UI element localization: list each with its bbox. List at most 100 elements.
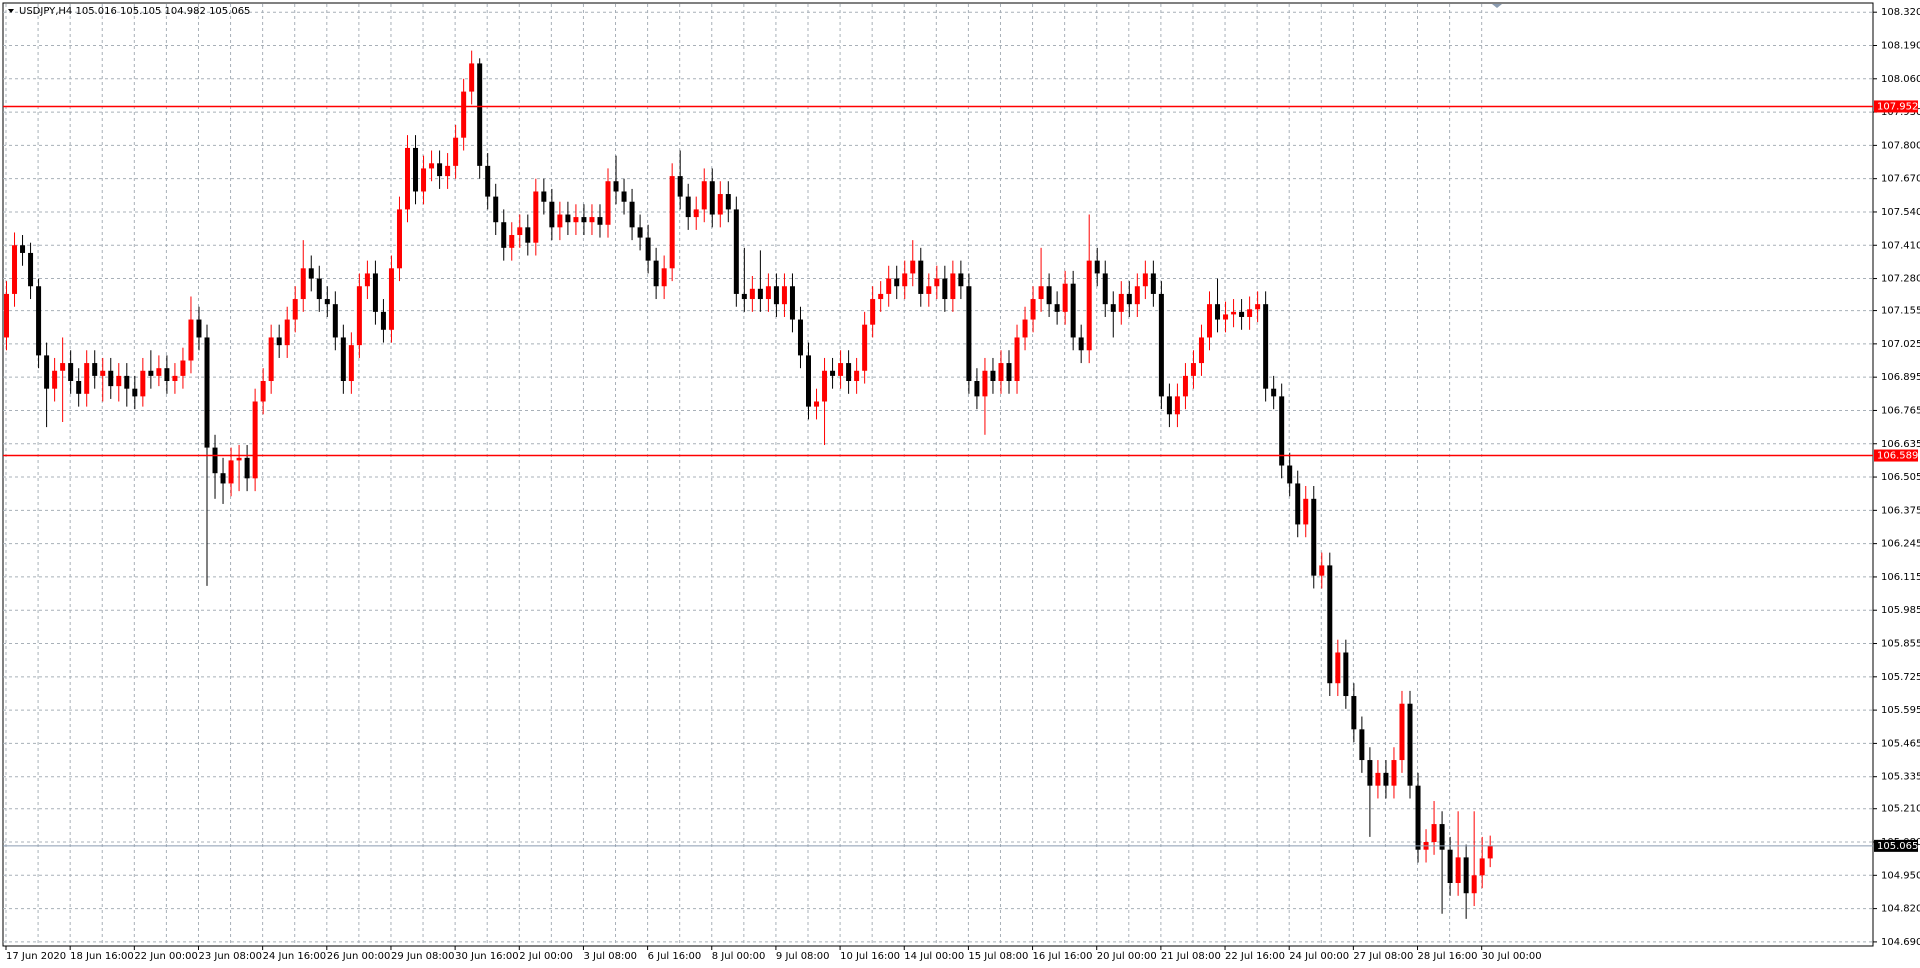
candle-body [870, 299, 876, 325]
candle-body [557, 214, 563, 228]
candle-body [260, 381, 266, 402]
candle-body [597, 217, 603, 225]
y-tick-label: 104.690 [1881, 937, 1920, 948]
candle-body [164, 368, 170, 382]
y-tick-label: 104.820 [1881, 904, 1920, 915]
x-tick-label: 20 Jul 00:00 [1097, 951, 1157, 962]
x-tick-label: 3 Jul 08:00 [583, 951, 637, 962]
x-tick-label: 6 Jul 16:00 [648, 951, 702, 962]
shift-marker [1492, 4, 1502, 8]
candle-body [1255, 304, 1261, 310]
candle-body [1110, 304, 1116, 312]
candle-body [1046, 286, 1052, 305]
candle-body [910, 260, 916, 274]
x-tick-label: 15 Jul 08:00 [968, 951, 1028, 962]
candle-body [413, 147, 419, 192]
candle-body [878, 293, 884, 300]
x-tick-label: 9 Jul 08:00 [776, 951, 830, 962]
candle-body [814, 401, 820, 407]
candle-body [1190, 363, 1196, 376]
candle-body [1431, 824, 1437, 843]
y-tick-label: 106.505 [1881, 472, 1920, 483]
candle-body [268, 337, 274, 382]
candle-body [1391, 760, 1397, 786]
candle-body [1295, 483, 1301, 525]
candle-body [886, 278, 892, 294]
candle-body [1215, 304, 1221, 320]
candle-body [1439, 824, 1445, 850]
candle-body [517, 227, 523, 236]
candle-body [1102, 273, 1108, 305]
candle-body [220, 473, 226, 484]
candle-body [1247, 309, 1253, 317]
candle-body [196, 319, 202, 338]
candle-body [653, 260, 659, 287]
candle-body [4, 293, 9, 338]
y-tick-label: 107.025 [1881, 339, 1920, 350]
price-label-box [1874, 839, 1918, 852]
candle-body [445, 165, 451, 177]
candle-body [509, 235, 515, 248]
x-tick-label: 28 Jul 16:00 [1418, 951, 1478, 962]
y-tick-label: 105.210 [1881, 804, 1920, 815]
candle-body [364, 273, 370, 287]
candle-body [685, 196, 691, 218]
x-tick-label: 24 Jul 00:00 [1289, 951, 1349, 962]
candle-body [453, 137, 459, 166]
candle-body [854, 370, 860, 382]
menu-triangle [8, 9, 14, 13]
candle-body [437, 163, 443, 177]
y-tick-label: 106.895 [1881, 372, 1920, 383]
candle-body [300, 268, 306, 300]
candle-body [1455, 857, 1461, 883]
y-tick-label: 107.930 [1881, 107, 1920, 118]
candle-body [749, 288, 755, 300]
candle-body [84, 363, 90, 394]
candle-body [140, 370, 146, 397]
candle-body [637, 227, 643, 238]
candle-body [20, 245, 26, 253]
candle-body [757, 288, 763, 300]
candle-body [52, 370, 58, 389]
candle-body [212, 447, 218, 474]
candle-body [132, 388, 138, 397]
y-tick-label: 108.060 [1881, 74, 1920, 85]
candle-body [717, 194, 723, 215]
price-label-box [1874, 449, 1918, 462]
candle-body [1038, 286, 1044, 300]
candle-body [348, 345, 354, 382]
candle-body [316, 278, 322, 300]
candle-body [613, 181, 619, 192]
candle-body [380, 311, 386, 330]
x-tick-label: 8 Jul 00:00 [712, 951, 766, 962]
candle-body [830, 370, 836, 376]
candle-body [1367, 760, 1373, 786]
candle-body [1271, 388, 1277, 397]
candle-body [1383, 772, 1389, 786]
candle-body [1030, 299, 1036, 320]
y-tick-label: 105.855 [1881, 639, 1920, 650]
y-tick-label: 106.375 [1881, 505, 1920, 516]
y-tick-label: 105.335 [1881, 772, 1920, 783]
x-tick-label: 10 Jul 16:00 [840, 951, 900, 962]
candle-body [76, 381, 82, 394]
candle-body [1207, 304, 1212, 338]
candle-body [733, 209, 739, 294]
x-tick-label: 18 Jun 16:00 [70, 951, 134, 962]
candle-body [236, 457, 242, 461]
candle-body [36, 286, 42, 356]
candle-body [629, 201, 635, 228]
candle-body [862, 324, 868, 371]
candle-body [918, 260, 924, 294]
candle-body [797, 319, 803, 356]
candle-body [725, 194, 731, 210]
y-tick-label: 108.320 [1881, 7, 1920, 18]
candle-body [244, 457, 250, 479]
candle-body [1303, 498, 1309, 525]
candle-body [1471, 875, 1477, 894]
y-tick-label: 105.465 [1881, 738, 1920, 749]
candle-body [990, 370, 996, 382]
y-tick-label: 105.725 [1881, 672, 1920, 683]
y-tick-label: 106.245 [1881, 539, 1920, 550]
candle-body [1407, 703, 1413, 786]
